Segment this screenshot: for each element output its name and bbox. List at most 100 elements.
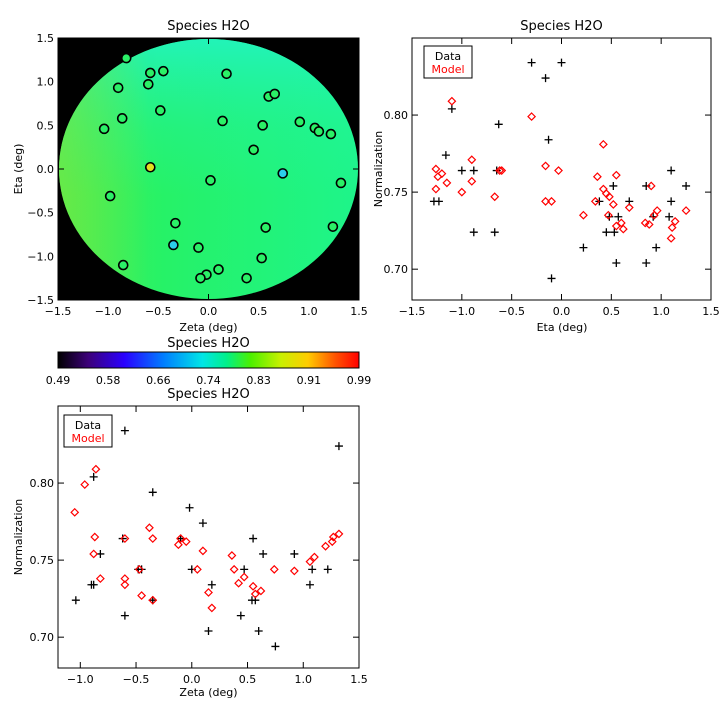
eta-model-point	[442, 178, 452, 188]
zeta-data-point	[71, 596, 80, 605]
eta-model-point	[541, 161, 551, 171]
eta-model-point	[646, 181, 656, 191]
eta-legend: Data Model	[423, 45, 473, 79]
map-sample-point	[158, 65, 169, 77]
map-ytick-label: −1.0	[27, 250, 54, 263]
eta-data-point	[490, 228, 499, 237]
map-xtick-label: 1.5	[350, 305, 368, 318]
eta-model-point	[598, 184, 608, 194]
zeta-model-point	[148, 534, 158, 543]
zeta-model-point	[120, 534, 130, 543]
zeta-model-point	[176, 534, 186, 543]
map-sample-point	[221, 68, 232, 80]
zeta-model-point	[181, 537, 191, 547]
zeta-model-point	[227, 551, 237, 560]
zeta-model-point	[89, 549, 99, 559]
zeta-model-point	[80, 480, 90, 490]
eta-model-point	[590, 196, 600, 206]
zeta-model-point	[334, 529, 344, 539]
map-sample-point	[325, 128, 337, 140]
panel-zeta-scatter: Species H2O −1.0 −0.5 0.0 0.5 1.0 1.5 0.70 0.75…	[12, 387, 368, 699]
eta-ytick-label: 0.70	[384, 263, 409, 276]
eta-xtick-label: 0.0	[553, 305, 571, 318]
map-sample-point	[116, 113, 128, 124]
map-points	[98, 52, 347, 284]
map-xtick-label: 1.0	[300, 305, 318, 318]
eta-data-point	[602, 228, 611, 237]
map-sample-point	[195, 272, 206, 284]
zeta-model-point	[144, 523, 154, 533]
zeta-model-point	[95, 574, 105, 584]
map-sample-point	[269, 88, 281, 100]
zeta-data-point	[249, 534, 258, 543]
zeta-xtick-label: −0.5	[123, 673, 150, 686]
eta-data-point	[667, 166, 676, 175]
eta-data-point	[667, 197, 676, 206]
eta-model-point	[608, 199, 618, 209]
map-sample-point	[277, 168, 289, 179]
eta-model-point	[431, 184, 441, 194]
colorbar-ramp	[57, 351, 360, 369]
eta-model-point	[652, 206, 662, 216]
eta-model-point	[618, 224, 628, 234]
zeta-model-point	[91, 464, 101, 474]
map-sample-point	[313, 126, 325, 137]
eta-ytick-label: 0.75	[384, 186, 409, 199]
map-sample-point	[120, 52, 132, 64]
zeta-legend-box	[63, 414, 113, 448]
eta-data-point	[457, 166, 466, 175]
eta-xtick-label: −1.5	[399, 305, 426, 318]
eta-model-point	[649, 210, 659, 220]
zeta-data-point	[254, 627, 263, 636]
eta-data-point	[527, 58, 536, 67]
zeta-data-point	[89, 472, 98, 481]
zeta-points	[70, 426, 344, 651]
eta-data-point	[541, 74, 550, 83]
eta-model-point	[433, 172, 443, 182]
zeta-xtick-label: −1.0	[67, 673, 94, 686]
eta-data-point	[469, 228, 478, 237]
zeta-data-point	[271, 642, 280, 651]
eta-data-point	[544, 135, 553, 144]
panel-eta-title: Species H2O	[520, 19, 602, 34]
eta-model-point	[666, 233, 676, 243]
zeta-ytick-label: 0.70	[30, 631, 55, 644]
zeta-model-point	[248, 581, 258, 591]
eta-model-point	[497, 166, 507, 175]
zeta-frame	[57, 405, 360, 669]
eta-data-point	[494, 120, 503, 129]
eta-model-point	[592, 172, 602, 182]
eta-data-point	[642, 259, 651, 268]
colorbar-tick-label: 0.58	[96, 374, 121, 387]
map-ytick-label: 0.5	[37, 119, 55, 132]
panel-eta-scatter: Species H2O −1.5 −1.0 −0.5 0.0 0.5 1.0 1.5 0.70…	[372, 19, 720, 334]
zeta-data-point	[259, 549, 268, 558]
zeta-ytick-label: 0.80	[30, 477, 55, 490]
eta-model-point	[604, 192, 614, 202]
map-sample-point	[335, 177, 347, 189]
eta-xtick-label: 0.5	[603, 305, 621, 318]
map-sample-point	[256, 252, 267, 264]
colorbar-tick-label: 0.91	[297, 374, 322, 387]
colorbar-tick-label: 0.99	[347, 374, 372, 387]
zeta-xtick-label: 1.5	[350, 673, 368, 686]
colorbar-tick-label: 0.74	[196, 374, 221, 387]
zeta-model-point	[192, 564, 202, 574]
map-sample-point	[112, 82, 124, 94]
eta-data-point	[614, 212, 623, 221]
zeta-model-point	[120, 580, 130, 590]
eta-model-point	[490, 192, 500, 202]
zeta-model-point	[207, 603, 217, 613]
zeta-model-point	[239, 572, 249, 582]
zeta-model-point	[256, 586, 266, 596]
map-sample-point	[98, 123, 110, 135]
panel-map: Species H2O −1.5 −1.0 −0.5 0.0 0.5 1.0 1.5−1.5…	[12, 19, 368, 334]
eta-model-point	[547, 196, 556, 206]
eta-data-point	[642, 181, 651, 190]
zeta-model-point	[204, 588, 213, 597]
eta-model-point	[644, 220, 654, 229]
map-sample-point	[143, 78, 154, 90]
zeta-data-point	[185, 503, 194, 512]
eta-model-point	[670, 216, 680, 226]
eta-data-point	[610, 228, 619, 237]
